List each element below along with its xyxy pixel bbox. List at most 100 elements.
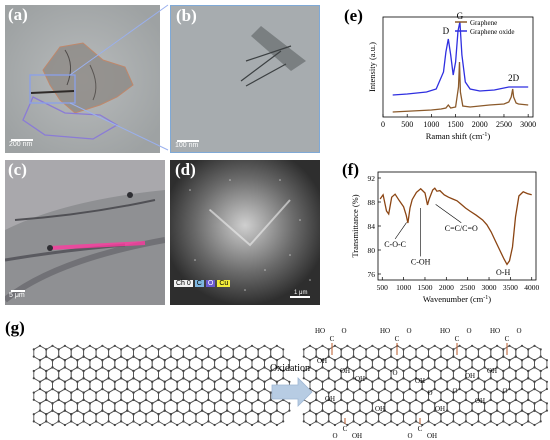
- graphene-atom: [263, 344, 266, 347]
- go-atom: [414, 420, 418, 423]
- go-atom: [377, 391, 380, 394]
- graphene-atom: [176, 344, 179, 347]
- graphene-atom: [201, 380, 204, 383]
- go-atom: [421, 409, 424, 412]
- graphene-atom: [38, 366, 42, 369]
- go-atom: [427, 413, 430, 416]
- graphene-atom: [120, 369, 123, 373]
- go-atom: [352, 398, 355, 401]
- go-atom: [520, 387, 524, 391]
- graphene-atom: [51, 344, 54, 347]
- go-atom: [464, 377, 467, 380]
- go-atom: [464, 369, 467, 373]
- go-atom: [477, 391, 480, 394]
- graphene-atom: [226, 423, 229, 427]
- go-carboxyl-bottom-oh: OH: [352, 432, 362, 440]
- graphene-atom: [95, 398, 98, 401]
- graphene-atom: [176, 359, 179, 362]
- go-atom: [402, 398, 405, 401]
- graphene-atom: [32, 413, 35, 416]
- go-atom: [452, 398, 455, 401]
- go-atom: [471, 423, 474, 427]
- go-atom: [477, 348, 480, 351]
- graphene-atom: [244, 355, 247, 358]
- graphene-atom: [250, 423, 254, 427]
- graphene-atom: [226, 366, 229, 369]
- go-atom: [489, 420, 492, 423]
- graphene-atom: [138, 387, 141, 391]
- go-atom: [308, 380, 312, 383]
- graphene-atom: [257, 369, 260, 373]
- go-atom: [396, 423, 399, 427]
- go-atom: [340, 420, 343, 423]
- graphene-atom: [76, 366, 79, 369]
- graphene-atom: [257, 420, 260, 423]
- go-atom: [433, 344, 436, 347]
- go-carboxyl-o: O: [466, 327, 471, 335]
- go-atom: [446, 423, 449, 427]
- go-atom: [508, 423, 511, 427]
- go-atom: [464, 398, 467, 401]
- panel-c-label: (c): [8, 160, 27, 179]
- graphene-atom: [244, 391, 247, 394]
- go-atom: [489, 398, 492, 401]
- graphene-atom: [70, 355, 73, 358]
- graphene-hexagon: [145, 410, 159, 426]
- graphene-atom: [169, 369, 172, 373]
- graphene-atom: [244, 369, 247, 373]
- graphene-atom: [207, 398, 210, 401]
- oxidation-label: Oxidation: [270, 363, 310, 374]
- graphene-atom: [269, 398, 272, 401]
- graphene-atom: [126, 387, 129, 391]
- go-hydroxyl: OH: [325, 395, 335, 403]
- graphene-atom: [263, 380, 266, 383]
- graphene-atom: [163, 402, 166, 405]
- scalebar-d: 1 μm: [294, 290, 308, 296]
- graphene-atom: [70, 413, 73, 416]
- graphene-atom: [95, 348, 98, 351]
- go-hexagon: [527, 410, 542, 426]
- graphene-atom: [51, 387, 54, 391]
- graphene-atom: [120, 398, 123, 401]
- graphene-atom: [188, 402, 191, 405]
- graphene-atom: [32, 420, 35, 423]
- graphene-atom: [201, 359, 204, 362]
- graphene-atom: [163, 387, 166, 391]
- graphene-atom: [232, 355, 235, 358]
- graphene-atom: [257, 413, 260, 416]
- graphene-atom: [126, 366, 129, 369]
- graphene-atom: [82, 348, 85, 351]
- go-atom: [396, 387, 399, 391]
- graphene-atom: [126, 402, 129, 405]
- go-atom: [352, 391, 355, 394]
- go-atom: [533, 423, 536, 427]
- go-atom: [421, 366, 424, 369]
- go-atom: [452, 391, 455, 394]
- go-atom: [527, 348, 530, 351]
- graphene-atom: [113, 344, 116, 347]
- go-atom: [458, 344, 461, 347]
- graphene-atom: [51, 409, 54, 412]
- graphene-atom: [113, 380, 116, 383]
- go-atom: [377, 420, 380, 423]
- go-atom: [340, 348, 343, 351]
- go-atom: [402, 377, 405, 380]
- go-atom: [508, 380, 511, 383]
- ftir-ytick-label: 88: [368, 198, 376, 207]
- go-atom: [365, 413, 368, 416]
- go-atom: [346, 402, 349, 405]
- graphene-atom: [82, 355, 85, 358]
- graphene-atom: [244, 420, 247, 423]
- go-atom: [496, 344, 499, 347]
- go-atom: [452, 377, 455, 380]
- go-atom: [308, 344, 312, 347]
- graphene-atom: [132, 355, 135, 358]
- graphene-atom: [151, 359, 154, 362]
- graphene-atom: [151, 380, 154, 383]
- ftir-annot-coc: C-O-C: [384, 240, 406, 249]
- go-atom: [520, 402, 524, 405]
- panel-e-label: (e): [344, 6, 363, 25]
- go-atom: [352, 355, 355, 358]
- go-atom: [315, 398, 318, 401]
- go-atom: [471, 387, 474, 391]
